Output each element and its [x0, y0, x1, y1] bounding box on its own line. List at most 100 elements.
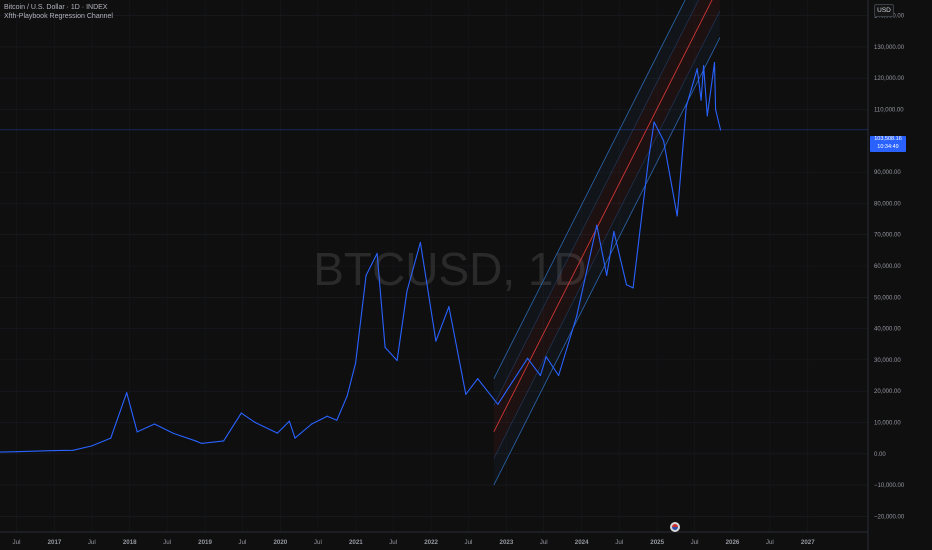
x-tick-label: 2026: [726, 539, 740, 546]
x-tick-label: 2021: [349, 539, 363, 546]
x-tick-label: Jul: [163, 539, 171, 546]
channel-mid-lower-band: [493, 0, 720, 459]
price-point: [384, 346, 386, 348]
price-point: [72, 449, 74, 451]
price-point: [632, 287, 634, 289]
y-tick-label: −10,000.00: [874, 483, 905, 489]
x-tick-label: Jul: [238, 539, 246, 546]
price-point: [200, 442, 203, 445]
price-point: [288, 420, 291, 422]
price-point: [465, 393, 467, 395]
x-tick-label: Jul: [615, 539, 623, 546]
y-tick-label: 120,000.00: [874, 76, 905, 82]
currency-button[interactable]: USD: [874, 4, 894, 17]
price-point: [613, 230, 615, 233]
price-point: [254, 421, 256, 424]
price-point: [336, 419, 338, 421]
price-point: [702, 65, 705, 67]
x-tick-label: 2019: [198, 539, 212, 546]
x-tick-label: 2017: [48, 539, 62, 546]
price-point: [596, 224, 598, 226]
price-point: [539, 374, 542, 377]
y-tick-label: 90,000.00: [874, 170, 901, 176]
channel-inner-lower-line: [493, 10, 721, 459]
price-point: [346, 395, 348, 397]
x-tick-label: 2024: [575, 539, 589, 546]
last-price-tag: 103,508.16 10:34:49: [870, 136, 906, 152]
x-tick-label: Jul: [540, 539, 548, 546]
price-point: [714, 108, 717, 111]
y-tick-label: 70,000.00: [874, 233, 901, 239]
x-tick-label: Jul: [88, 539, 96, 546]
price-point: [676, 215, 678, 217]
x-tick-label: Jul: [464, 539, 472, 546]
price-point: [713, 61, 716, 64]
price-point: [477, 378, 479, 380]
channel-mid-line: [493, 0, 713, 433]
y-tick-label: 60,000.00: [874, 264, 901, 270]
x-tick-label: 2027: [801, 539, 815, 546]
price-point: [511, 381, 513, 383]
price-point: [545, 356, 547, 358]
price-point: [153, 423, 156, 425]
x-tick-label: Jul: [13, 539, 21, 546]
x-tick-label: Jul: [766, 539, 774, 546]
price-point: [195, 440, 197, 442]
price-point: [606, 274, 608, 276]
price-point: [419, 241, 421, 244]
x-tick-label: 2023: [500, 539, 514, 546]
y-tick-label: 110,000.00: [874, 108, 904, 114]
price-point: [557, 374, 560, 377]
price-point: [435, 340, 437, 342]
channel-upper-band: [493, 0, 699, 406]
price-point: [396, 359, 398, 362]
channel-upper-line: [493, 0, 686, 379]
price-point: [91, 445, 93, 447]
y-tick-label: 40,000.00: [874, 327, 901, 333]
channel-inner-upper-line: [493, 0, 699, 406]
symbol-watermark: BTCUSD, 1D: [313, 243, 586, 295]
price-point: [706, 115, 708, 117]
price-point: [223, 440, 225, 442]
bar-countdown: 10:34:49: [877, 143, 899, 150]
x-tick-label: 2018: [123, 539, 137, 546]
channel-lower-line: [493, 37, 721, 486]
indicator-title[interactable]: Xfth-Playbook Regression Channel: [4, 13, 113, 20]
y-tick-label: 30,000.00: [874, 358, 901, 364]
price-point: [136, 431, 138, 433]
price-point: [662, 140, 665, 142]
economic-event-flag-icon[interactable]: [670, 522, 680, 532]
y-tick-label: 20,000.00: [874, 389, 901, 395]
price-point: [685, 105, 687, 107]
last-price-value: 103,508.16: [874, 136, 902, 142]
x-tick-label: Jul: [691, 539, 699, 546]
x-tick-label: 2020: [273, 539, 287, 546]
price-point: [355, 362, 357, 364]
price-point: [448, 306, 450, 308]
y-tick-label: 130,000.00: [874, 45, 905, 51]
y-tick-label: 10,000.00: [874, 420, 901, 426]
price-point: [276, 432, 279, 434]
x-tick-label: Jul: [389, 539, 397, 546]
price-point: [576, 315, 578, 317]
channel-lower-band: [493, 10, 720, 486]
x-tick-label: 2025: [650, 539, 664, 546]
price-point: [365, 274, 367, 276]
price-point: [406, 290, 408, 292]
price-point: [700, 99, 702, 101]
price-point: [240, 412, 242, 414]
symbol-title[interactable]: Bitcoin / U.S. Dollar · 1D · INDEX: [4, 4, 108, 11]
price-point: [326, 415, 328, 417]
x-tick-label: 2022: [424, 539, 438, 546]
price-point: [653, 121, 655, 123]
price-point: [376, 252, 378, 255]
price-point: [294, 437, 296, 439]
price-point: [696, 68, 698, 70]
price-point: [647, 159, 650, 161]
price-point: [497, 403, 499, 405]
x-tick-label: Jul: [314, 539, 322, 546]
y-tick-label: −20,000.00: [874, 514, 905, 520]
price-point: [110, 437, 112, 439]
y-tick-label: 50,000.00: [874, 295, 901, 301]
